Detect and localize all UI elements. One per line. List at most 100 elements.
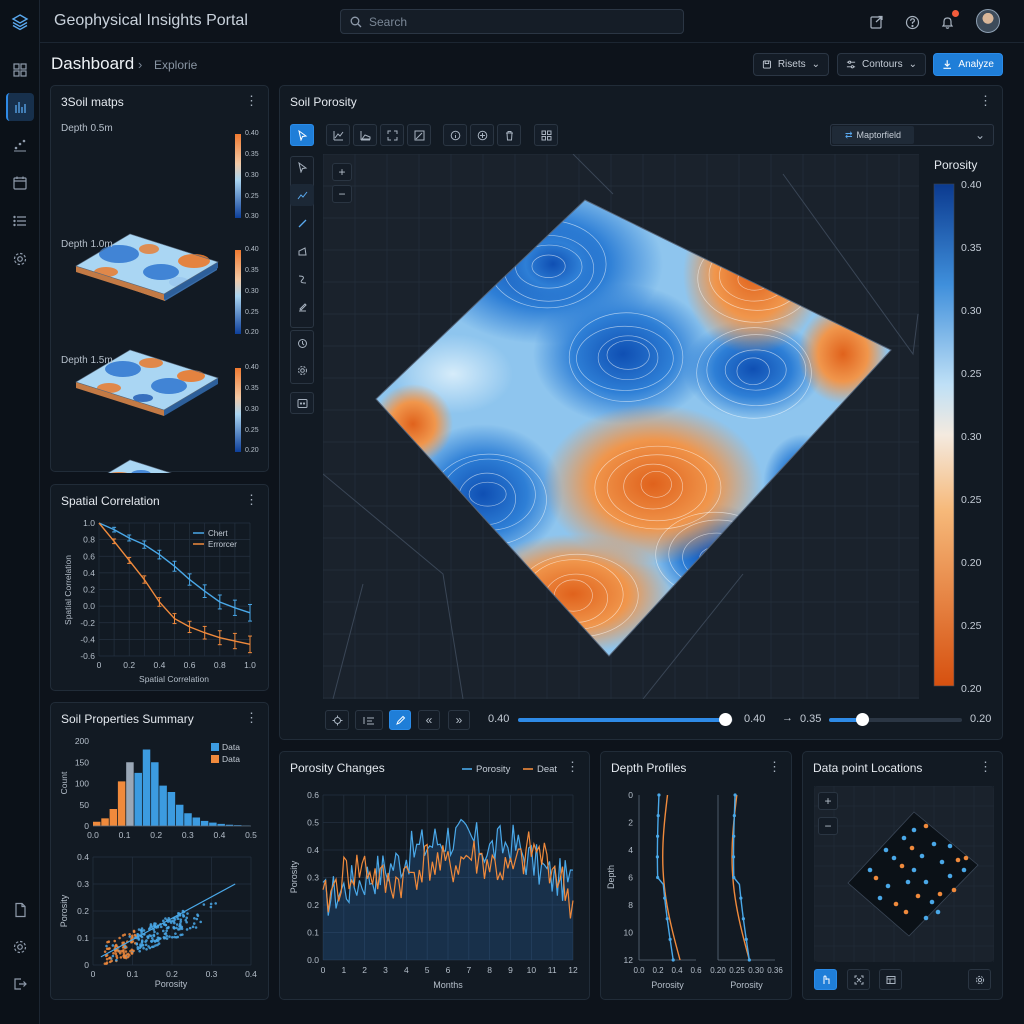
measure-button[interactable]: [355, 710, 383, 730]
table-button[interactable]: [879, 969, 902, 990]
y-tick-label: 100: [75, 779, 89, 789]
image-tool[interactable]: [407, 124, 431, 146]
line-tool[interactable]: [290, 212, 314, 234]
layer-select[interactable]: ⇄ Maptorfield ⌄: [830, 124, 994, 146]
search-input[interactable]: Search: [340, 9, 684, 34]
layers-tool[interactable]: [534, 124, 558, 146]
scatter-point: [137, 937, 140, 940]
list-icon[interactable]: [6, 207, 34, 235]
rotate-tool[interactable]: [290, 332, 314, 354]
add-tool[interactable]: [470, 124, 494, 146]
logout-icon[interactable]: [6, 970, 34, 998]
next-button[interactable]: »: [448, 710, 470, 730]
porosity-map[interactable]: [323, 154, 919, 699]
draw-button[interactable]: [389, 710, 411, 730]
scatter-point: [128, 935, 132, 938]
pointer-tool[interactable]: [290, 156, 314, 178]
scatter-point: [191, 925, 195, 929]
more-icon[interactable]: ⋮: [768, 759, 781, 774]
legend-tick-label: 0.30: [961, 431, 982, 443]
histogram-bar: [225, 824, 234, 826]
bell-icon[interactable]: [937, 12, 957, 32]
map-road: [332, 573, 744, 699]
grid-icon[interactable]: [6, 56, 34, 84]
x-tick-label: 12: [568, 965, 578, 975]
more-icon[interactable]: ⋮: [979, 93, 992, 108]
gear-icon[interactable]: [6, 933, 34, 961]
chevron-right-icon: ›: [138, 57, 143, 72]
info-tool[interactable]: [443, 124, 467, 146]
x-tick-label: 0.1: [127, 969, 139, 979]
table-icon: [886, 975, 895, 984]
previous-button[interactable]: «: [418, 710, 440, 730]
polygon-tool[interactable]: [290, 240, 314, 262]
grid-button[interactable]: [847, 969, 870, 990]
y-tick-label: 1.0: [83, 518, 95, 528]
y-tick-label: 4: [628, 845, 633, 855]
more-icon[interactable]: ⋮: [245, 93, 258, 108]
line-chart-tool[interactable]: [326, 124, 350, 146]
range-slider[interactable]: [829, 718, 962, 722]
document-icon[interactable]: [6, 896, 34, 924]
delete-tool[interactable]: [497, 124, 521, 146]
screenshot-tool[interactable]: [290, 392, 314, 414]
zoom-in-button[interactable]: +: [818, 792, 838, 810]
share-icon[interactable]: [866, 12, 886, 32]
calendar-icon[interactable]: [6, 169, 34, 197]
scatter-point: [103, 950, 107, 953]
presets-button[interactable]: Risets ⌄: [753, 53, 829, 76]
data-point: [901, 835, 907, 841]
trash-icon: [505, 130, 513, 140]
more-icon[interactable]: ⋮: [245, 710, 258, 725]
avatar[interactable]: [976, 9, 1000, 33]
settings-button[interactable]: [968, 969, 991, 990]
scatter-icon[interactable]: [6, 131, 34, 159]
locate-button[interactable]: [325, 710, 349, 730]
more-icon[interactable]: ⋮: [245, 492, 258, 507]
scatter-point: [118, 936, 121, 940]
pen-tool[interactable]: [290, 184, 314, 206]
contours-button[interactable]: Contours ⌄: [837, 53, 926, 76]
x-tick-label: 0.3: [206, 969, 218, 979]
data-point: [923, 879, 929, 885]
breadcrumb-current[interactable]: Explorie: [154, 58, 198, 72]
scatter-point: [179, 918, 183, 921]
chevron-down-icon: ⌄: [908, 59, 917, 70]
app-logo-icon[interactable]: [6, 8, 34, 36]
histogram-bar: [200, 820, 209, 826]
download-icon: [943, 60, 952, 69]
zoom-out-button[interactable]: −: [332, 185, 352, 203]
edit-tool[interactable]: [290, 296, 314, 318]
range-slider-knob[interactable]: [856, 713, 870, 726]
scatter-point: [209, 902, 213, 906]
path-tool[interactable]: [290, 268, 314, 290]
path-icon: [298, 275, 306, 283]
settings-tool[interactable]: [290, 359, 314, 381]
help-icon[interactable]: [902, 12, 922, 32]
scatter-point: [130, 952, 134, 955]
data-points-map[interactable]: [814, 786, 994, 962]
select-tool[interactable]: [290, 124, 314, 146]
zoom-in-button[interactable]: +: [332, 163, 352, 181]
expand-tool[interactable]: [380, 124, 404, 146]
y-axis-label: Porosity: [59, 894, 69, 927]
depth-slider-knob[interactable]: [719, 713, 732, 726]
chart-icon[interactable]: [6, 93, 34, 121]
area-tool[interactable]: [353, 124, 377, 146]
scatter-point: [157, 939, 160, 942]
surface-depth-05: [75, 233, 219, 300]
settings-icon[interactable]: [6, 245, 34, 273]
x-tick-label: 0.6: [690, 966, 702, 975]
pointer-button[interactable]: [814, 969, 837, 990]
crosshair-icon: [332, 715, 342, 725]
scatter-point: [123, 933, 127, 936]
analyze-button[interactable]: Analyze: [933, 53, 1003, 76]
more-icon[interactable]: ⋮: [979, 759, 992, 774]
zoom-out-button[interactable]: −: [818, 817, 838, 835]
scatter-point: [152, 933, 156, 937]
more-icon[interactable]: ⋮: [566, 759, 579, 774]
scatter-point: [114, 952, 118, 956]
scatter-point: [157, 942, 161, 945]
